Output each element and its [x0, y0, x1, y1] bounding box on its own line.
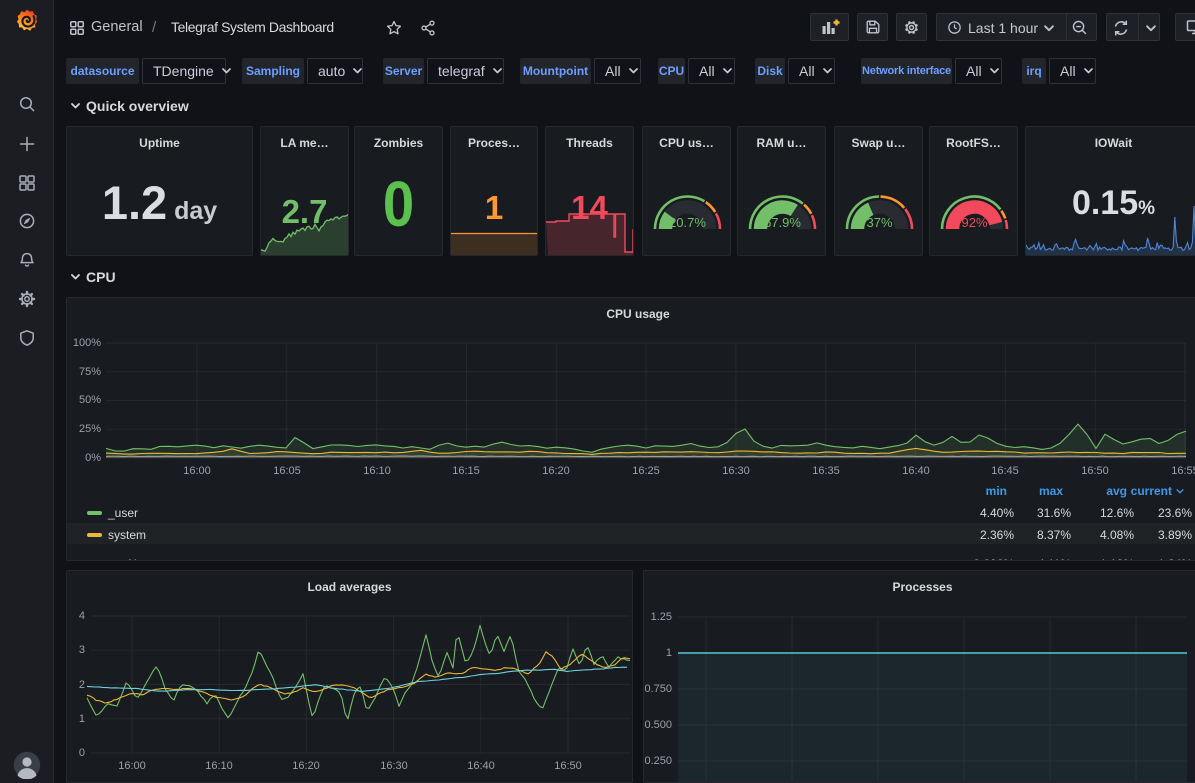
svg-text:92%: 92%: [961, 215, 987, 230]
svg-text:20.7%: 20.7%: [669, 215, 706, 230]
svg-text:37%: 37%: [866, 215, 892, 230]
svg-text:67.9%: 67.9%: [764, 215, 801, 230]
